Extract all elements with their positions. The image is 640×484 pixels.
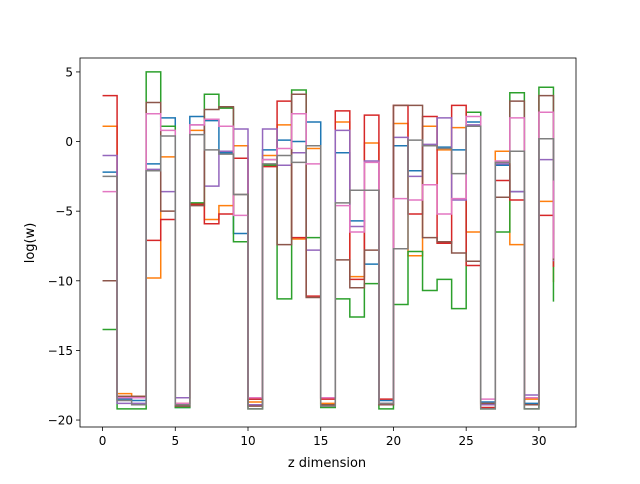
y-tick-label: −15 [48,344,73,358]
x-tick-label: 25 [459,434,474,448]
y-tick-label: 5 [65,65,73,79]
plot-frame [79,57,577,428]
x-tick-label: 30 [531,434,546,448]
y-axis-label: log(w) [23,223,38,264]
series-layer [102,71,555,410]
x-tick-label: 20 [386,434,401,448]
y-tick-layer: 5 0 −5 −10 −15 −20 [48,65,80,428]
x-tick-label: 15 [313,434,328,448]
series-line-8 [102,125,555,410]
y-tick-label: −5 [55,205,73,219]
x-tick-label: 0 [99,434,107,448]
y-tick-label: −10 [48,274,73,288]
x-tick-label: 5 [171,434,179,448]
x-axis-label: z dimension [288,456,366,471]
x-tick-layer: 0 5 10 15 20 25 30 [99,427,547,448]
y-tick-label: −20 [48,414,73,428]
y-tick-label: 0 [65,135,73,149]
x-tick-label: 10 [240,434,255,448]
